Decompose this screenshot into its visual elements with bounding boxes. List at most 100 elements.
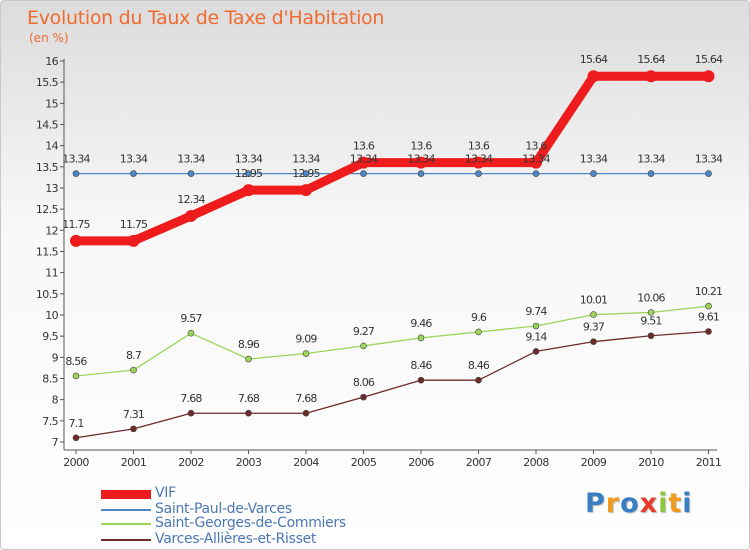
data-label: 9.27 [353,325,375,338]
y-tick-label: 9 [52,351,59,364]
x-tick-label: 2007 [466,456,492,469]
data-point [475,328,482,336]
data-label: 7.31 [123,408,144,421]
data-label: 10.01 [580,294,608,307]
data-point [587,70,600,83]
data-label: 15.64 [580,53,608,66]
data-point [472,156,485,169]
data-label: 13.34 [62,153,90,166]
data-point [300,184,312,197]
data-label: 11.75 [120,218,148,231]
y-tick-label: 13 [45,182,58,195]
y-tick-label: 9.5 [42,330,58,343]
chart-unit-label: (en %) [29,31,69,45]
logo-letter: o [620,488,640,519]
y-tick-label: 11 [45,267,58,280]
series-line-3 [75,330,710,439]
data-point [302,409,310,417]
data-point [532,170,540,177]
data-label: 13.34 [120,153,148,166]
data-label: 7.68 [295,392,317,405]
data-label: 9.09 [295,333,317,346]
data-label: 8.46 [468,359,490,372]
data-label: 13.34 [177,153,205,166]
data-label: 13.34 [580,153,608,166]
data-label: 9.14 [525,330,547,343]
logo-letter: P [585,488,606,519]
legend-label: Saint-Paul-de-Varces [155,501,292,517]
data-label: 12.34 [177,193,205,206]
x-tick-label: 2006 [408,456,434,469]
logo-letter: i [682,488,693,519]
data-label: 15.64 [637,53,665,66]
x-tick-label: 2009 [581,456,607,469]
data-point [242,184,255,197]
x-tick-label: 2001 [121,456,147,469]
data-point [705,302,712,310]
data-point [130,366,137,374]
data-label: 9.46 [410,317,432,330]
data-label: 9.37 [583,321,605,334]
data-point [187,329,195,337]
x-tick-label: 2003 [236,456,262,469]
data-point [417,170,425,177]
data-point [360,393,367,401]
data-label: 13.6 [468,140,490,153]
data-label: 9.51 [640,315,661,328]
data-point [647,309,655,316]
data-point [302,350,310,357]
y-tick-label: 7.5 [42,415,58,428]
legend-swatch [101,490,151,499]
y-tick-label: 13.5 [36,161,59,174]
data-point [417,334,425,342]
legend-swatch [101,539,151,541]
data-label: 12.95 [235,167,263,180]
data-point [645,70,657,83]
data-point [130,170,137,177]
data-point [360,170,367,177]
x-tick-label: 2004 [293,456,319,469]
data-label: 13.6 [353,140,375,153]
data-point [590,170,597,177]
logo-letter: i [658,488,669,519]
data-label: 13.34 [292,153,320,166]
data-label: 10.06 [637,291,665,304]
data-label: 13.34 [235,153,263,166]
data-point [647,332,655,340]
data-point [417,376,425,384]
data-label: 13.34 [695,153,723,166]
data-label: 15.64 [695,53,723,66]
logo-letter: x [639,488,659,519]
data-label: 7.1 [68,417,83,430]
data-point [245,409,252,417]
data-label: 9.74 [525,305,547,318]
y-tick-label: 7 [52,436,59,449]
series-line-2 [75,305,710,377]
y-tick-label: 10 [45,309,58,322]
data-point [72,372,80,380]
y-tick-label: 8.5 [42,373,58,386]
data-point [245,355,252,363]
x-tick-label: 2000 [63,456,89,469]
legend-label: Saint-Georges-de-Commiers [155,515,346,531]
data-point [360,342,367,350]
data-point [532,322,540,330]
data-label: 9.61 [698,311,719,324]
data-label: 13.34 [407,153,435,166]
data-point [72,434,80,442]
y-tick-label: 16 [45,55,58,68]
y-tick-label: 8 [52,394,59,407]
data-label: 7.68 [180,392,202,405]
data-point [702,70,715,83]
legend-swatch [101,509,151,511]
chart-title: Evolution du Taux de Taxe d'Habitation [27,7,385,29]
data-point [705,170,712,177]
data-label: 8.56 [65,355,87,368]
data-point [647,170,655,177]
data-point [245,170,252,177]
data-point [70,234,82,247]
x-tick-label: 2010 [638,456,664,469]
x-tick-label: 2005 [351,456,377,469]
x-tick-label: 2008 [523,456,549,469]
